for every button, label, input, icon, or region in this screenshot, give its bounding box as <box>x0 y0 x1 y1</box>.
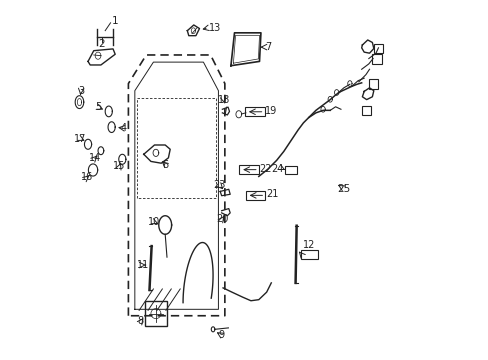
Text: 8: 8 <box>138 316 143 327</box>
Text: 25: 25 <box>337 184 350 194</box>
Text: 15: 15 <box>113 161 125 171</box>
Text: 13: 13 <box>208 23 221 33</box>
Text: 22: 22 <box>259 163 271 174</box>
Text: 7: 7 <box>264 42 271 52</box>
Text: 19: 19 <box>264 106 277 116</box>
Text: 5: 5 <box>96 103 102 112</box>
Text: 3: 3 <box>78 86 84 96</box>
Text: 21: 21 <box>265 189 278 199</box>
Text: 2: 2 <box>98 39 105 49</box>
Text: 4: 4 <box>121 123 126 133</box>
Text: 6: 6 <box>163 160 169 170</box>
Text: 24: 24 <box>271 163 283 174</box>
Text: 23: 23 <box>213 180 225 190</box>
Text: 10: 10 <box>148 217 160 227</box>
Text: 1: 1 <box>112 16 118 26</box>
Text: 11: 11 <box>136 260 148 270</box>
Text: 20: 20 <box>216 213 228 224</box>
Text: 14: 14 <box>89 153 101 163</box>
Bar <box>145 301 166 326</box>
Text: 9: 9 <box>218 330 224 340</box>
Text: 12: 12 <box>303 240 315 250</box>
Text: 16: 16 <box>81 172 93 182</box>
Text: 17: 17 <box>74 134 86 144</box>
Text: 18: 18 <box>217 95 229 105</box>
